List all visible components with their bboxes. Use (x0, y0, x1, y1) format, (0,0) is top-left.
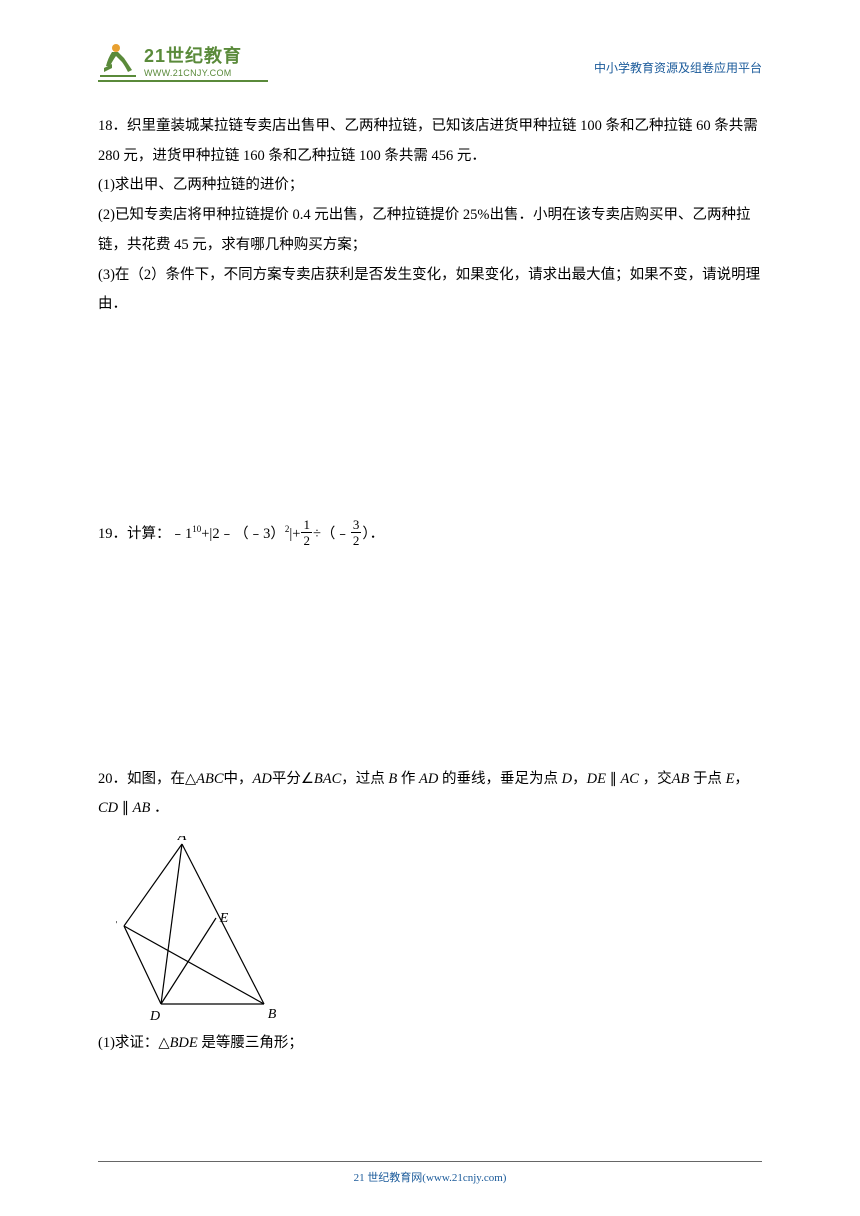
p19-frac1-den: 2 (301, 533, 312, 547)
p19-prefix: 计算： (127, 526, 171, 542)
p19-number: 19． (98, 526, 127, 542)
angle-icon: ∠ (301, 771, 314, 787)
p20-ab: AB (672, 771, 690, 787)
triangle-icon: △ (185, 771, 196, 787)
p19-frac2: 32 (351, 518, 362, 547)
p19-end: ）． (362, 526, 384, 542)
p20-angle: BAC (314, 771, 341, 787)
p20-b: B (388, 771, 397, 787)
p18-sub3: (3)在（2）条件下，不同方案专卖店获利是否发生变化，如果变化，请求出最大值；如… (98, 261, 762, 320)
p19-frac2-den: 2 (351, 533, 362, 547)
p20-number: 20． (98, 771, 127, 787)
p19-frac1-num: 1 (301, 518, 312, 533)
p18-sub1: (1)求出甲、乙两种拉链的进价； (98, 171, 762, 201)
p20-sub1-tri: BDE (170, 1035, 198, 1051)
page-content: 18．织里童装城某拉链专卖店出售甲、乙两种拉链，已知该店进货甲种拉链 100 条… (0, 82, 860, 1059)
page-footer: 21 世纪教育网(www.21cnjy.com) (98, 1161, 762, 1186)
p20-t9: 于点 (689, 771, 725, 787)
p18-stem-text: 织里童装城某拉链专卖店出售甲、乙两种拉链，已知该店进货甲种拉链 100 条和乙种… (98, 118, 758, 164)
logo: 21世纪教育 WWW.21CNJY.COM (98, 42, 242, 78)
p19-line: 19．计算：﹣110+|2﹣（﹣3）2|+12÷（﹣32）． (98, 520, 762, 550)
p19-neg1: ﹣1 (171, 526, 193, 542)
svg-text:D: D (149, 1009, 160, 1021)
p20-t11: ． (150, 800, 168, 816)
p20-t3: 平分 (272, 771, 301, 787)
svg-text:B: B (268, 1007, 277, 1021)
logo-main-text: 21世纪教育 (144, 42, 242, 68)
p18-stem: 18．织里童装城某拉链专卖店出售甲、乙两种拉链，已知该店进货甲种拉链 100 条… (98, 112, 762, 171)
header-right-text: 中小学教育资源及组卷应用平台 (594, 59, 762, 78)
triangle-icon: △ (158, 1035, 169, 1051)
p20-d: D (562, 771, 572, 787)
p20-stem: 20．如图，在△ABC中，AD平分∠BAC，过点 B 作 AD 的垂线，垂足为点… (98, 765, 762, 824)
p20-figure: A C E D B (116, 836, 286, 1021)
p20-ab2: AB (133, 800, 151, 816)
problem-19: 19．计算：﹣110+|2﹣（﹣3）2|+12÷（﹣32）． (98, 520, 762, 550)
p20-sub1: (1)求证：△BDE 是等腰三角形； (98, 1029, 762, 1059)
p19-exp10: 10 (192, 524, 201, 534)
svg-text:C: C (116, 919, 117, 934)
logo-runner-icon (98, 42, 138, 78)
p19-plus1: +|2﹣（﹣3） (201, 526, 285, 542)
footer-text: 21 世纪教育网(www.21cnjy.com) (354, 1172, 507, 1184)
p20-tri1: ABC (196, 771, 223, 787)
p20-t5: 作 (397, 771, 419, 787)
p20-cd: CD (98, 800, 118, 816)
p20-ad2: AD (419, 771, 438, 787)
p20-t4: ，过点 (341, 771, 388, 787)
logo-text: 21世纪教育 WWW.21CNJY.COM (144, 42, 242, 78)
p20-t7: ， (572, 771, 587, 787)
p20-par2: ∥ (118, 800, 133, 816)
p20-ad: AD (253, 771, 272, 787)
p20-t1: 如图，在 (127, 771, 185, 787)
problem-18: 18．织里童装城某拉链专卖店出售甲、乙两种拉链，已知该店进货甲种拉链 100 条… (98, 112, 762, 320)
p20-t2: 中， (224, 771, 253, 787)
page-header: 21世纪教育 WWW.21CNJY.COM 中小学教育资源及组卷应用平台 (0, 0, 860, 78)
svg-text:A: A (177, 836, 187, 844)
p18-number: 18． (98, 118, 127, 134)
svg-text:E: E (219, 911, 229, 926)
p20-de: DE (587, 771, 606, 787)
p19-frac2-num: 3 (351, 518, 362, 533)
p19-frac1: 12 (301, 518, 312, 547)
p19-div: ÷（﹣ (313, 526, 350, 542)
problem-20: 20．如图，在△ABC中，AD平分∠BAC，过点 B 作 AD 的垂线，垂足为点… (98, 765, 762, 1059)
p20-t6: 的垂线，垂足为点 (438, 771, 561, 787)
p19-mid: |+ (289, 526, 300, 542)
p20-sub1-pre: (1)求证： (98, 1035, 158, 1051)
p18-sub2: (2)已知专卖店将甲种拉链提价 0.4 元出售，乙种拉链提价 25%出售．小明在… (98, 201, 762, 260)
p20-t10: ， (734, 771, 749, 787)
p20-sub1-post: 是等腰三角形； (198, 1035, 303, 1051)
p20-par1: ∥ (606, 771, 621, 787)
p20-ac: AC (620, 771, 639, 787)
p20-t8: ，交 (639, 771, 672, 787)
logo-sub-text: WWW.21CNJY.COM (144, 68, 242, 78)
